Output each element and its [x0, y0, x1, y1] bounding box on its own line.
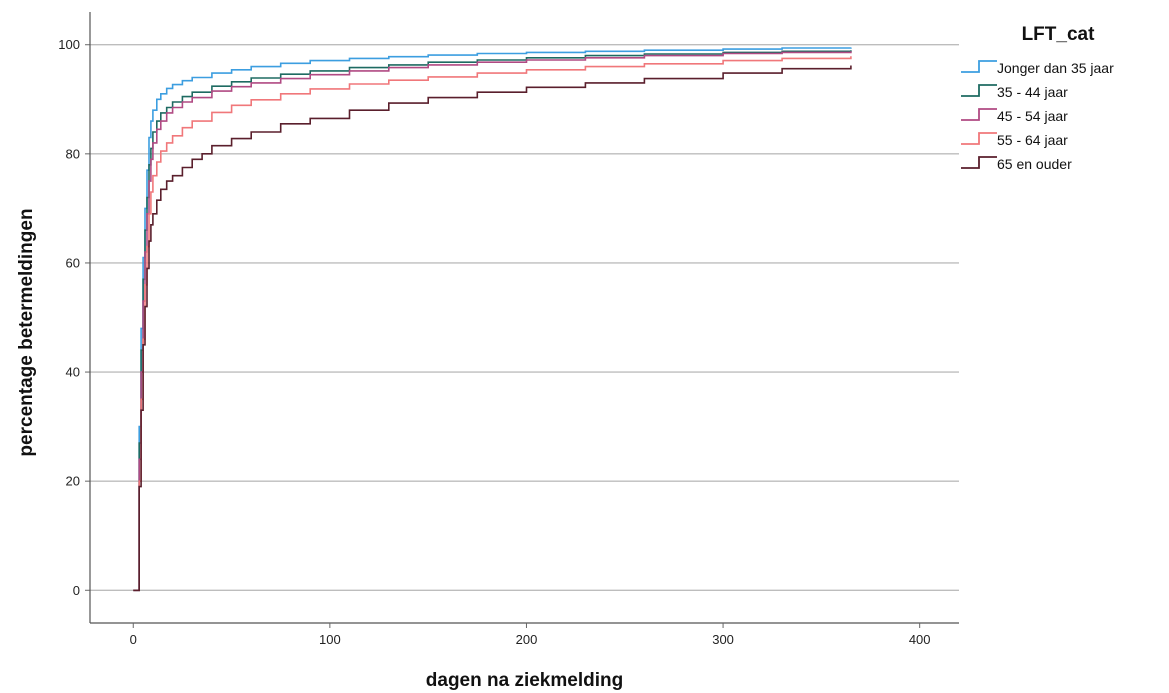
x-tick-label: 200	[516, 632, 538, 647]
legend-item: 35 - 44 jaar	[961, 84, 1068, 100]
y-tick-label: 100	[58, 37, 80, 52]
legend-item: 45 - 54 jaar	[961, 108, 1068, 124]
legend-label: 55 - 64 jaar	[997, 132, 1068, 148]
y-axis: 0 20 40 60 80 100	[58, 12, 91, 623]
y-tick-label: 60	[66, 255, 80, 270]
y-tick-label: 40	[66, 365, 80, 380]
series-lines	[133, 47, 852, 592]
x-tick-label: 100	[319, 632, 341, 647]
legend-label: Jonger dan 35 jaar	[997, 60, 1114, 76]
legend: LFT_cat Jonger dan 35 jaar 35 - 44 jaar 45…	[961, 24, 1114, 172]
x-tick-label: 300	[712, 632, 734, 647]
x-tick-label: 400	[909, 632, 931, 647]
series-line-1	[133, 47, 852, 592]
legend-item: Jonger dan 35 jaar	[961, 60, 1114, 76]
legend-swatch	[961, 108, 997, 121]
legend-swatch	[961, 60, 997, 73]
legend-label: 65 en ouder	[997, 156, 1072, 172]
y-tick-label: 20	[66, 474, 80, 489]
legend-label: 45 - 54 jaar	[997, 108, 1068, 124]
gridlines	[90, 44, 959, 591]
legend-title: LFT_cat	[1022, 24, 1096, 45]
legend-item: 55 - 64 jaar	[961, 132, 1068, 148]
legend-swatch	[961, 132, 997, 145]
legend-swatch	[961, 84, 997, 97]
y-tick-label: 0	[73, 583, 80, 598]
legend-swatch	[961, 156, 997, 169]
series-line-4	[133, 56, 852, 592]
x-tick-label: 0	[130, 632, 137, 647]
x-axis: 0 100 200 300 400	[90, 622, 959, 647]
legend-item: 65 en ouder	[961, 156, 1072, 172]
series-line-3	[133, 51, 852, 592]
y-tick-label: 80	[66, 146, 80, 161]
legend-label: 35 - 44 jaar	[997, 84, 1068, 100]
series-line-2	[133, 50, 852, 592]
x-axis-title: dagen na ziekmelding	[426, 670, 623, 691]
series-line-5	[133, 65, 852, 592]
y-axis-title: percentage betermeldingen	[16, 208, 37, 456]
